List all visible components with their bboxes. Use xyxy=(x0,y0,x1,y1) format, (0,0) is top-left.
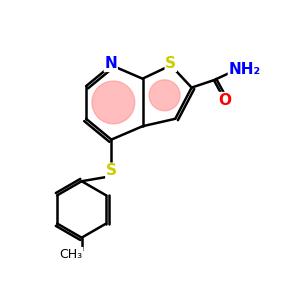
Text: O: O xyxy=(219,93,232,108)
Text: N: N xyxy=(104,56,117,71)
Text: NH₂: NH₂ xyxy=(229,62,261,77)
Text: S: S xyxy=(106,163,117,178)
Text: S: S xyxy=(165,56,176,71)
Text: CH₃: CH₃ xyxy=(60,248,83,260)
Circle shape xyxy=(149,80,180,111)
Circle shape xyxy=(92,81,135,124)
